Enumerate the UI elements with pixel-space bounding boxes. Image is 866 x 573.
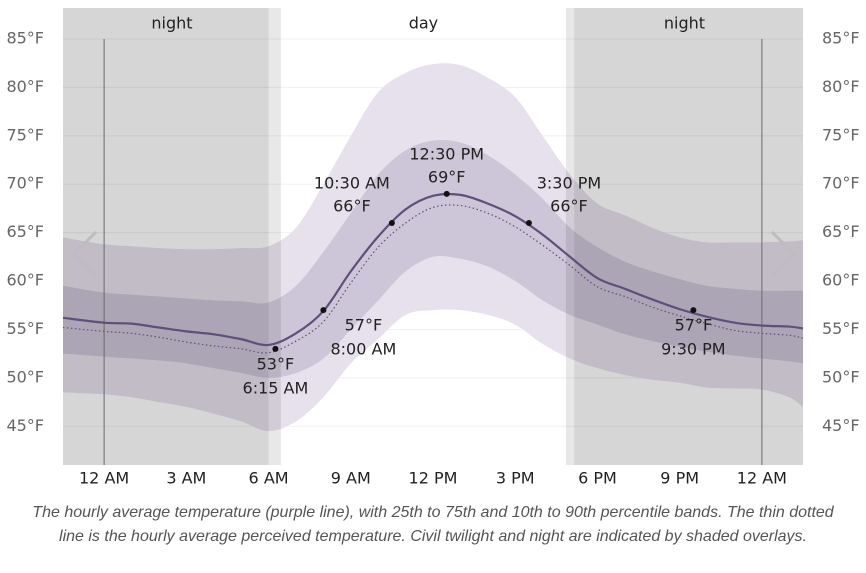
x-tick-label: 6 AM — [249, 469, 289, 488]
y-tick-label: 50°F — [6, 367, 44, 386]
period-label: night — [664, 14, 705, 33]
annotation-point — [272, 345, 279, 352]
annotation-point — [525, 219, 532, 226]
x-tick-label: 9 AM — [331, 469, 371, 488]
y-tick-label-right: 70°F — [822, 174, 860, 193]
annotation-value: 69°F — [428, 167, 466, 186]
x-tick-label: 12 AM — [737, 469, 787, 488]
annotation-value: 57°F — [675, 316, 713, 335]
night-overlay — [63, 8, 269, 465]
annotation-time: 8:00 AM — [330, 340, 396, 359]
y-tick-label-right: 55°F — [822, 319, 860, 338]
top-layer: night day night 53°F 6:15 AM 57°F 8:00 AM 10:30… — [62, 14, 804, 397]
annotation-value: 57°F — [345, 316, 383, 335]
caption: The hourly average temperature (purple l… — [32, 504, 834, 545]
y-tick-label-right: 60°F — [822, 271, 860, 290]
annotation-time: 6:15 AM — [243, 378, 309, 397]
x-tick-label: 12 AM — [79, 469, 129, 488]
shade-layer — [63, 8, 803, 465]
annotation-time: 3:30 PM — [537, 173, 601, 192]
y-tick-label-right: 80°F — [822, 77, 860, 96]
prev-arrow[interactable] — [71, 230, 98, 278]
annotation-point — [388, 219, 395, 226]
x-tick-label: 3 PM — [496, 469, 535, 488]
x-tick-label: 3 AM — [166, 469, 206, 488]
y-tick-label-right: 65°F — [822, 222, 860, 241]
annotation-time: 10:30 AM — [314, 173, 390, 192]
annotation-time: 9:30 PM — [661, 340, 725, 359]
annotation-value: 66°F — [333, 196, 371, 215]
y-tick-label: 75°F — [6, 125, 44, 144]
annotation-value: 53°F — [257, 354, 295, 373]
y-tick-label-right: 50°F — [822, 367, 860, 386]
twilight-overlay — [565, 8, 575, 465]
annotation-point — [690, 307, 697, 314]
chart: night day night 53°F 6:15 AM 57°F 8:00 AM 10:30… — [6, 8, 860, 488]
y-tick-label-right: 85°F — [822, 29, 860, 48]
period-label: day — [409, 14, 438, 33]
y-tick-label: 70°F — [6, 174, 44, 193]
next-arrow[interactable] — [770, 230, 797, 278]
y-tick-label-right: 45°F — [822, 416, 860, 435]
annotation-value: 66°F — [550, 196, 588, 215]
y-tick-label: 55°F — [6, 319, 44, 338]
percentile-band — [63, 140, 803, 378]
period-label: night — [151, 14, 192, 33]
annotation-point — [320, 307, 327, 314]
y-tick-label: 85°F — [6, 29, 44, 48]
y-tick-label: 80°F — [6, 77, 44, 96]
annotation-point — [443, 190, 450, 197]
y-tick-label: 60°F — [6, 271, 44, 290]
bands-layer — [63, 38, 803, 432]
annotation-time: 12:30 PM — [409, 144, 484, 163]
y-tick-label: 65°F — [6, 222, 44, 241]
x-tick-label: 9 PM — [660, 469, 699, 488]
night-overlay — [574, 8, 803, 465]
x-tick-label: 12 PM — [409, 469, 458, 488]
y-tick-label-right: 75°F — [822, 125, 860, 144]
x-tick-label: 6 PM — [578, 469, 617, 488]
y-tick-label: 45°F — [6, 416, 44, 435]
